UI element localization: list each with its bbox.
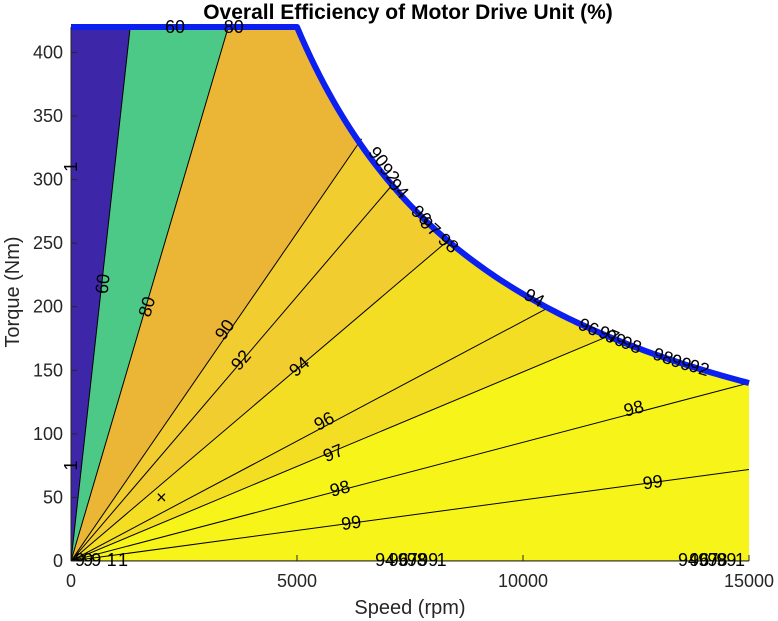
contour-label: 96 (689, 550, 709, 570)
contour-label: 99 (641, 471, 664, 494)
y-tick-label: 300 (33, 170, 63, 190)
max-torque-curve (71, 24, 750, 386)
x-tick-label: 15000 (724, 571, 774, 591)
contour-label: 98 (707, 550, 727, 570)
contour-label: 97 (398, 550, 418, 570)
x-axis-title: Speed (rpm) (354, 597, 465, 619)
contour-line-98 (71, 382, 749, 561)
x-tick-label: 0 (66, 571, 76, 591)
contour-lines (71, 27, 749, 561)
contour-label: 60 (165, 17, 185, 37)
y-tick-label: 250 (33, 233, 63, 253)
contour-label: 1 (437, 550, 447, 570)
contour-label: 9 (83, 550, 93, 570)
contour-label: 98 (328, 476, 352, 500)
contour-label: 9 (75, 550, 85, 570)
y-axis-title: Torque (Nm) (2, 236, 24, 347)
contour-label: 97 (698, 550, 718, 570)
contour-line-60 (71, 27, 131, 561)
contour-label: 99 (716, 550, 736, 570)
contour-label: 99 (418, 550, 438, 570)
contour-label: 1 (107, 550, 117, 570)
y-tick-label: 150 (33, 360, 63, 380)
y-tick-label: 100 (33, 424, 63, 444)
contour-label: 1 (118, 550, 128, 570)
contour-line-99 (71, 468, 749, 561)
max-torque-line (71, 24, 750, 386)
y-tick-label: 50 (43, 487, 63, 507)
contour-line-96 (71, 307, 549, 561)
operating-point: × (156, 487, 167, 507)
y-tick-label: 200 (33, 297, 63, 317)
contour-label: 80 (224, 17, 244, 37)
contour-label: 60 (92, 273, 114, 295)
contour-line-80 (71, 27, 229, 561)
contour-line-97 (71, 335, 610, 561)
y-tick-label: 400 (33, 42, 63, 62)
contour-label: 94 (678, 550, 698, 570)
contour-label: 1 (61, 461, 81, 471)
efficiency-bands (71, 27, 749, 561)
axes: 0 5000 10000 15000 0 50 100 150 200 250 300 350 400 (33, 27, 774, 591)
contour-label: 1 (61, 162, 81, 172)
contour-label: 94 (375, 550, 395, 570)
chart-title: Overall Efficiency of Motor Drive Unit (… (203, 1, 613, 24)
contour-label: 96 (389, 550, 409, 570)
operating-point-marker: × (156, 487, 167, 507)
contour-line-94 (71, 240, 449, 561)
contour-label: 9 (91, 550, 101, 570)
contour-line-90 (71, 138, 363, 561)
contour-line-92 (71, 181, 396, 561)
y-tick-label: 350 (33, 106, 63, 126)
x-tick-label: 5000 (277, 571, 317, 591)
contour-label: 1 (735, 550, 745, 570)
y-tick-label: 0 (53, 551, 63, 571)
contour-label: 98 (407, 550, 427, 570)
x-tick-label: 10000 (498, 571, 548, 591)
contour-label: 98 (622, 396, 646, 420)
contour-label: 99 (340, 512, 363, 535)
